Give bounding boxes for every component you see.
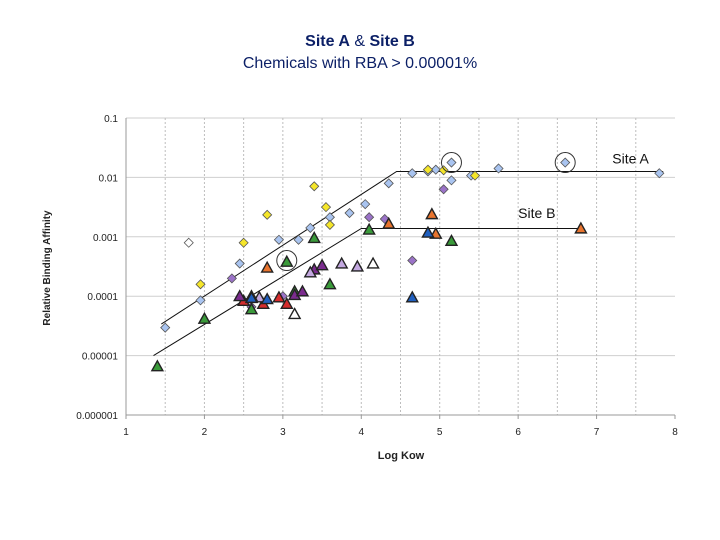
trend-line — [153, 228, 581, 357]
data-point-diamond — [195, 279, 206, 290]
title-site-a: Site A — [305, 33, 350, 50]
highlight-circle — [554, 152, 576, 174]
trend-lines — [153, 171, 664, 357]
data-point-diamond — [364, 212, 375, 223]
data-point-diamond — [344, 207, 355, 219]
data-point-triangle — [307, 231, 321, 244]
highlight-circle — [276, 250, 298, 272]
data-point-triangle — [303, 265, 317, 278]
x-tick-label: 7 — [594, 427, 600, 438]
data-point-diamond — [226, 273, 237, 284]
data-point-triangle — [233, 289, 247, 302]
y-axis-title: Relative Binding Affinity — [42, 210, 53, 326]
data-point-diamond — [293, 234, 304, 245]
data-point-triangle — [421, 225, 435, 238]
y-tick-label: 0.1 — [104, 114, 118, 125]
chart-title: Site A & Site B — [0, 33, 720, 51]
x-tick-label: 1 — [123, 427, 129, 438]
data-point-diamond — [238, 237, 249, 248]
data-point-diamond — [183, 237, 194, 248]
gridlines — [126, 117, 675, 416]
data-point-triangle — [574, 221, 588, 234]
data-point-triangle — [272, 290, 286, 303]
data-point-triangle — [382, 216, 396, 229]
data-point-diamond — [407, 168, 418, 179]
data-point-diamond — [383, 178, 394, 189]
highlight-circle — [440, 152, 462, 174]
data-point-triangle — [444, 234, 459, 247]
data-point-diamond — [273, 234, 285, 245]
data-point-triangle — [295, 284, 310, 297]
data-point-triangle — [244, 302, 259, 315]
data-point-triangle — [260, 260, 274, 273]
data-point-triangle — [280, 254, 294, 267]
x-tick-label: 4 — [359, 427, 365, 438]
data-point-diamond — [430, 164, 441, 175]
data-point-triangle — [315, 258, 329, 271]
data-point-diamond — [654, 168, 665, 179]
data-point-triangle — [150, 359, 165, 372]
data-points — [150, 157, 665, 372]
data-point-triangle — [405, 290, 419, 303]
data-point-diamond — [360, 199, 371, 210]
data-point-triangle — [425, 207, 439, 220]
x-tick-label: 3 — [280, 427, 286, 438]
data-point-diamond — [469, 170, 481, 181]
data-point-triangle — [362, 222, 376, 235]
x-tick-label: 6 — [515, 427, 521, 438]
title-ampersand: & — [349, 33, 370, 50]
chart-subtitle: Chemicals with RBA > 0.00001% — [242, 55, 478, 72]
data-point-triangle — [334, 256, 349, 269]
data-point-diamond — [195, 295, 206, 306]
data-point-diamond — [262, 209, 273, 220]
y-tick-label: 0.0001 — [87, 292, 118, 303]
data-point-diamond — [493, 163, 504, 174]
trend-line — [161, 171, 664, 325]
x-axis-title: Log Kow — [378, 450, 425, 462]
data-point-triangle — [280, 296, 294, 310]
data-point-triangle — [323, 277, 337, 290]
x-tick-label: 8 — [672, 427, 678, 438]
y-tick-label: 0.01 — [99, 173, 119, 184]
y-tick-label: 0.001 — [93, 233, 118, 244]
data-point-diamond — [438, 165, 449, 176]
data-point-diamond — [305, 222, 316, 233]
annotations: Site A Site B — [276, 150, 649, 272]
data-point-diamond — [324, 219, 335, 230]
y-tick-label: 0.00001 — [82, 352, 119, 363]
data-point-diamond — [160, 322, 171, 333]
data-point-triangle — [287, 307, 302, 320]
data-point-triangle — [244, 291, 259, 304]
title-site-b: Site B — [369, 33, 415, 50]
data-point-diamond — [234, 258, 245, 269]
data-point-diamond — [446, 175, 457, 186]
x-tick-label: 5 — [437, 427, 443, 438]
data-point-diamond — [320, 202, 332, 213]
annotation-label: Site B — [518, 205, 555, 221]
y-tick-label: 0.000001 — [76, 411, 118, 422]
data-point-triangle — [366, 256, 380, 269]
data-point-diamond — [560, 157, 571, 168]
x-tick-label: 2 — [202, 427, 208, 438]
data-point-diamond — [407, 255, 418, 266]
data-point-diamond — [309, 181, 320, 192]
data-point-triangle — [350, 259, 365, 272]
data-point-triangle — [260, 292, 274, 305]
data-point-diamond — [438, 184, 449, 195]
data-point-diamond — [446, 157, 457, 168]
data-point-diamond — [422, 164, 434, 175]
annotation-label: Site A — [612, 150, 649, 166]
axes: 0.1 0.01 0.001 0.0001 0.00001 0.000001 1 2 3 4 5 6 7… — [76, 114, 678, 438]
data-point-triangle — [197, 311, 212, 324]
